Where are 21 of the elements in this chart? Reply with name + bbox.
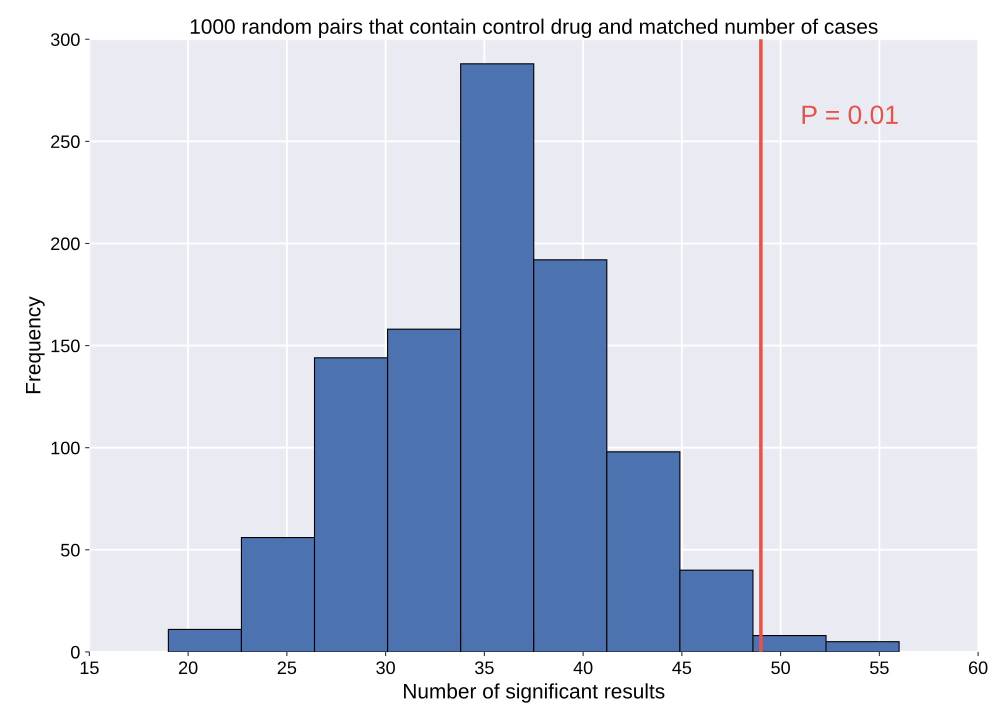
x-tick-label: 60 <box>968 661 988 674</box>
x-tick-label: 45 <box>672 662 692 674</box>
y-axis-title: Frequency <box>26 296 45 394</box>
x-tick-label: 25 <box>278 661 296 674</box>
y-tick-label: 50 <box>60 544 80 556</box>
y-tick-label: 300 <box>50 33 80 46</box>
x-tick-label: 15 <box>80 662 99 674</box>
y-tick-label: 0 <box>71 646 80 659</box>
y-tick-label: 200 <box>51 237 80 250</box>
chart-title: 1000 random pairs that contain control drug and matched number of cases <box>190 18 878 38</box>
y-tick-label: 150 <box>52 340 80 352</box>
x-tick-label: 40 <box>573 661 592 674</box>
x-tick-label: 50 <box>771 661 790 674</box>
x-axis-title: Number of significant results <box>404 683 664 703</box>
x-tick-label: 20 <box>178 661 198 674</box>
y-tick-label: 100 <box>52 442 80 454</box>
annotation: P = 0.01 <box>802 105 898 124</box>
x-tick-label: 35 <box>475 661 494 674</box>
x-tick-label: 30 <box>376 661 395 674</box>
x-tick-label: 55 <box>870 662 889 674</box>
y-tick-label: 250 <box>51 135 80 148</box>
